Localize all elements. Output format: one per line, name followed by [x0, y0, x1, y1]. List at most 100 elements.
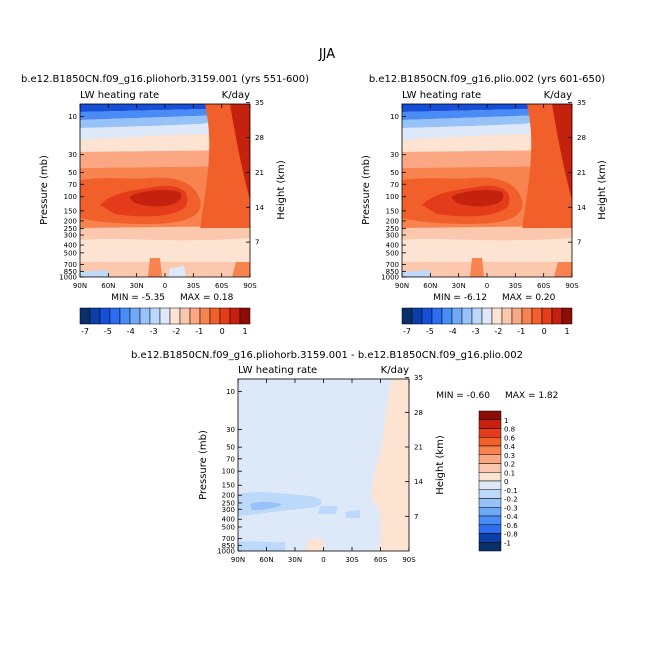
- colorbar-cell: [478, 524, 502, 534]
- y-tick-label: 400: [64, 242, 77, 250]
- colorbar-cell: [478, 454, 502, 464]
- panel-3-axes: 90N 60N 30N 0 30S 60S 90S103050701001502002503…: [217, 374, 423, 564]
- colorbar-cell: [461, 307, 473, 325]
- panel-2-title: b.e12.B1850CN.f09_g16.plio.002 (yrs 601-…: [369, 74, 605, 85]
- y-tick-label: 400: [222, 516, 235, 524]
- y-tick-right-label: 35: [414, 374, 423, 382]
- colorbar-label: 0.4: [504, 443, 516, 451]
- y-tick-label: 200: [64, 217, 77, 225]
- colorbar-label: -3: [472, 327, 480, 336]
- x-tick-label: 30S: [509, 282, 523, 290]
- x-tick-label: 90N: [231, 556, 245, 564]
- colorbar-cell: [478, 472, 502, 482]
- y-tick-right-label: 21: [255, 169, 264, 177]
- colorbar-cell: [421, 307, 433, 325]
- y-tick-label: 250: [386, 225, 399, 233]
- colorbar-cell: [169, 307, 181, 325]
- colorbar-cell: [478, 533, 502, 543]
- colorbar-cell: [229, 307, 241, 325]
- colorbar-cell: [478, 542, 502, 552]
- colorbar-cell: [441, 307, 453, 325]
- y-tick-right-label: 7: [255, 239, 259, 247]
- colorbar-cell: [478, 410, 502, 420]
- colorbar-cell: [471, 307, 483, 325]
- colorbar-cell: [159, 307, 171, 325]
- colorbar-cell: [478, 428, 502, 438]
- colorbar-label: 0.8: [504, 426, 515, 434]
- x-tick-label: 60N: [259, 556, 273, 564]
- panel-2-max-label: MAX = 0.20: [502, 293, 556, 303]
- colorbar-cell: [129, 307, 141, 325]
- colorbar-cell: [99, 307, 111, 325]
- panel-2-units: K/day: [544, 90, 572, 101]
- y-tick-label: 500: [386, 249, 399, 257]
- y-tick-label: 300: [222, 506, 235, 514]
- y-tick-label: 850: [64, 268, 77, 276]
- colorbar-cell: [179, 307, 191, 325]
- panel-1-axes: 90N 60N 30N 0 30S 60S 90S103050701001502002503…: [59, 99, 264, 290]
- y-tick-label: 50: [68, 169, 77, 177]
- y-tick-label: 70: [226, 455, 235, 463]
- y-tick-label: 100: [64, 193, 77, 201]
- panel-2-axes: 90N 60N 30N 0 30S 60S 90S103050701001502002503…: [381, 99, 586, 290]
- panel-3-title: b.e12.B1850CN.f09_g16.pliohorb.3159.001 …: [131, 350, 523, 361]
- colorbar-label: -1: [195, 327, 203, 336]
- y-tick-label: 150: [222, 482, 235, 490]
- x-tick-label: 90N: [73, 282, 87, 290]
- y-tick-right-label: 35: [577, 99, 586, 107]
- y-tick-right-label: 21: [414, 444, 423, 452]
- x-tick-label: 0: [321, 556, 325, 564]
- panel-1-units: K/day: [222, 90, 250, 101]
- colorbar-cell: [219, 307, 231, 325]
- y-tick-label: 200: [386, 217, 399, 225]
- y-tick-label: 500: [222, 523, 235, 531]
- x-tick-label: 90S: [243, 282, 257, 290]
- figure-title: JJA: [318, 47, 335, 62]
- colorbar-label: 0: [220, 327, 225, 336]
- colorbar-label: -3: [150, 327, 158, 336]
- panel-1-field: [80, 104, 250, 277]
- panel-3-min-label: MIN = -0.60: [436, 391, 490, 401]
- y-tick-right-label: 7: [414, 513, 418, 521]
- colorbar-cell: [491, 307, 503, 325]
- colorbar-cell: [109, 307, 121, 325]
- y-tick-label: 30: [226, 426, 235, 434]
- y-tick-label: 1000: [59, 274, 77, 282]
- y-tick-label: 50: [226, 444, 235, 452]
- y-tick-label: 100: [386, 193, 399, 201]
- y-tick-label: 700: [222, 535, 235, 543]
- colorbar-cell: [478, 437, 502, 447]
- y-tick-right-label: 14: [255, 204, 264, 212]
- colorbar-label: -1: [504, 539, 511, 547]
- colorbar-label: -0.6: [504, 522, 518, 530]
- y-tick-label: 850: [222, 542, 235, 550]
- panel-1-ylabel-right: Height (km): [276, 160, 287, 220]
- panel-2-variable: LW heating rate: [402, 90, 481, 101]
- colorbar-cell: [501, 307, 513, 325]
- x-tick-label: 60N: [423, 282, 437, 290]
- y-tick-right-label: 35: [255, 99, 264, 107]
- panel-2-ylabel: Pressure (mb): [361, 155, 372, 225]
- x-tick-label: 30S: [345, 556, 359, 564]
- colorbar-label: 0: [542, 327, 547, 336]
- y-tick-right-label: 28: [577, 134, 586, 142]
- panel-1: b.e12.B1850CN.f09_g16.pliohorb.3159.001 …: [21, 74, 309, 303]
- panel-3: b.e12.B1850CN.f09_g16.pliohorb.3159.001 …: [131, 350, 558, 564]
- y-tick-label: 850: [386, 268, 399, 276]
- colorbar-label: -0.3: [504, 504, 518, 512]
- y-tick-label: 700: [64, 261, 77, 269]
- colorbar-cell: [239, 307, 251, 325]
- y-tick-label: 10: [68, 113, 77, 121]
- colorbar-label: -0.1: [504, 487, 518, 495]
- panel-3-field: [238, 379, 409, 551]
- colorbar-cell: [89, 307, 101, 325]
- colorbar-cell: [478, 515, 502, 525]
- x-tick-label: 60S: [215, 282, 229, 290]
- y-tick-right-label: 7: [577, 239, 581, 247]
- panel-3-ylabel: Pressure (mb): [198, 430, 209, 500]
- y-tick-right-label: 28: [255, 134, 264, 142]
- colorbar-cell: [521, 307, 533, 325]
- panel-3-max-label: MAX = 1.82: [505, 391, 558, 401]
- colorbar-label: -0.8: [504, 531, 518, 539]
- colorbar-cell: [139, 307, 151, 325]
